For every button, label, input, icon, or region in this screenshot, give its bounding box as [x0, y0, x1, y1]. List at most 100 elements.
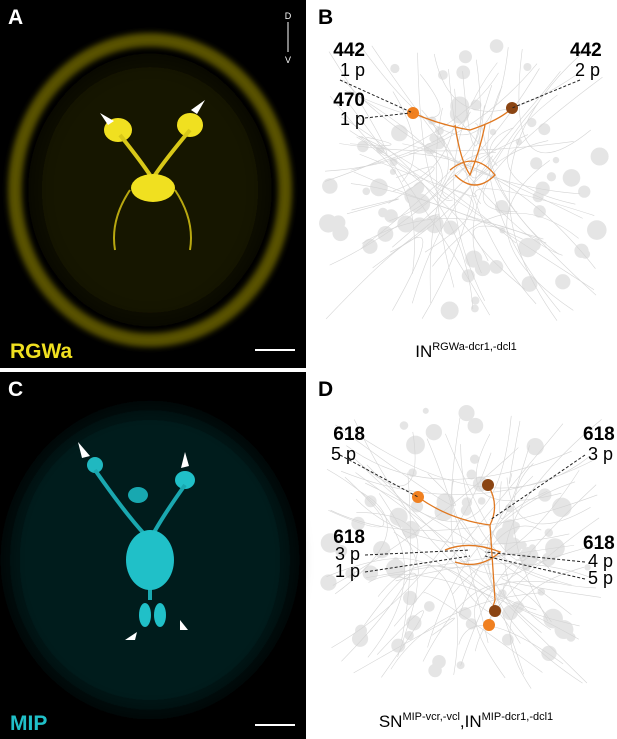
cell-body — [424, 601, 435, 612]
neuron-count: 1 p — [335, 561, 360, 581]
neurite — [368, 574, 579, 640]
neurite — [395, 563, 592, 582]
cell-body — [578, 185, 591, 198]
cell-body — [580, 249, 591, 259]
neurite — [355, 498, 570, 545]
neurite — [350, 183, 523, 240]
neurite — [473, 225, 525, 290]
callout-line — [484, 551, 586, 563]
cell-body — [402, 590, 418, 606]
panel-d: D 618 5 p 618 3 p 618 3 p 1 p 618 4 p 5 … — [318, 378, 615, 731]
neuron-id: 442 — [333, 40, 365, 61]
neurite — [359, 135, 517, 244]
cell-body — [362, 238, 378, 254]
neurite — [506, 477, 591, 525]
cell-body — [533, 205, 546, 218]
neurite — [335, 424, 456, 506]
caption-sup: RGWa-dcr1,-dcl1 — [432, 341, 517, 353]
neurite — [488, 475, 583, 684]
cell-body — [458, 607, 472, 620]
soma — [489, 605, 501, 617]
cell-body — [320, 574, 337, 591]
cell-body — [319, 214, 338, 233]
cell-body — [470, 99, 482, 111]
cell-body — [569, 174, 579, 183]
neurite — [448, 69, 537, 305]
callout-line — [364, 112, 411, 119]
neurite — [507, 94, 576, 205]
callout-line — [489, 454, 586, 521]
neurite — [512, 463, 549, 622]
neurite — [350, 111, 471, 171]
neuron-count: 5 p — [588, 568, 613, 588]
cell-body — [466, 469, 477, 480]
neurite — [460, 444, 597, 589]
neurite — [343, 79, 580, 195]
cell-body — [584, 564, 591, 571]
cell-body — [465, 250, 483, 268]
compass-v: V — [285, 55, 291, 65]
neurite — [423, 592, 543, 673]
neurite — [329, 68, 540, 266]
caption-base: SN — [379, 712, 403, 731]
neurite — [501, 574, 601, 598]
neurite — [326, 558, 458, 675]
cell-body — [362, 565, 379, 581]
neurite — [341, 512, 419, 662]
neurite — [392, 71, 561, 248]
cell-body — [521, 276, 538, 292]
neurite — [349, 136, 392, 146]
cell-body — [384, 209, 398, 223]
callout-line — [364, 549, 471, 556]
neuron-id: 618 — [583, 533, 615, 554]
neuron-backdrop — [319, 39, 609, 321]
cell-body — [458, 405, 475, 422]
cell-body — [425, 424, 442, 441]
cell-body — [544, 528, 554, 537]
cell-body — [477, 497, 486, 505]
neuron-count: 1 p — [340, 109, 365, 129]
neurite — [328, 51, 388, 157]
cell-body — [552, 156, 560, 164]
cell-body — [590, 147, 609, 166]
neurite — [426, 438, 489, 644]
cell-body — [470, 304, 479, 313]
caption-sup: MIP-dcr1,-dcl1 — [482, 711, 554, 723]
stain-label: MIP — [10, 712, 47, 735]
neuron-count: 3 p — [335, 544, 360, 564]
neurite — [353, 171, 544, 240]
neurite — [451, 479, 572, 586]
cell-body — [538, 488, 552, 502]
cell-body — [505, 504, 514, 513]
neurite — [487, 85, 561, 313]
soma — [412, 491, 424, 503]
neurite — [393, 531, 495, 601]
neurite — [372, 213, 439, 269]
neurite — [388, 166, 435, 204]
callout-line — [484, 555, 586, 580]
cell-body — [389, 168, 397, 175]
neuron-count: 2 p — [575, 60, 600, 80]
neurite — [424, 189, 474, 253]
cell-body — [355, 624, 368, 637]
neurite — [348, 103, 490, 316]
cell-body — [530, 157, 543, 170]
soma — [506, 102, 518, 114]
callout-line — [364, 555, 471, 573]
neurite — [432, 212, 579, 267]
neurite — [340, 458, 597, 495]
neurite — [508, 420, 521, 485]
cell-body — [422, 407, 429, 414]
caption-sup: MIP-vcr,-vcl — [402, 711, 459, 723]
panel-c: C MIP — [0, 372, 306, 739]
callout-line — [511, 79, 581, 109]
neurite — [353, 419, 537, 611]
neurite — [377, 565, 521, 644]
neurite — [422, 584, 552, 662]
neuron-count: 5 p — [331, 444, 356, 464]
neurite — [330, 494, 598, 531]
panel-letter: A — [8, 6, 23, 29]
cell-body — [399, 421, 409, 430]
neuron-arbor — [412, 107, 513, 186]
neurite — [421, 59, 481, 319]
